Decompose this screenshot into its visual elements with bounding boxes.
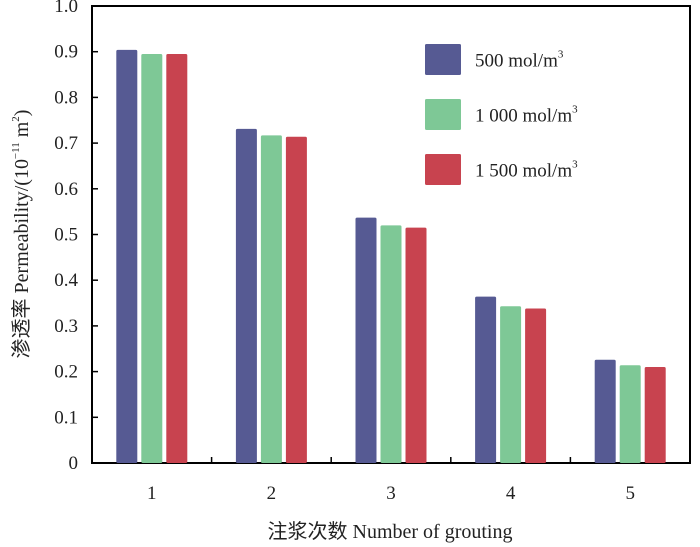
bars [116, 49, 666, 464]
legend-label-text-1: 500 mol/m [475, 51, 558, 72]
legend-label-3: 1 500 mol/m3 [475, 159, 578, 182]
y-axis-title-mid: m [11, 121, 33, 142]
y-tick-label-6: 0.6 [54, 179, 78, 200]
y-axis-title-prefix: 渗透率 Permeability/(10 [10, 159, 33, 358]
y-tick-label-9: 0.9 [54, 42, 78, 63]
bar-series2-cat2 [260, 135, 282, 463]
legend: 500 mol/m31 000 mol/m31 500 mol/m3 [425, 44, 578, 185]
bar-series1-cat3 [355, 217, 377, 463]
x-tick-label-3: 3 [386, 483, 396, 504]
y-tick-label-4: 0.4 [54, 270, 78, 291]
bar-series3-cat2 [285, 136, 307, 463]
y-tick-label-1: 0.1 [54, 407, 78, 428]
bar-series2-cat1 [141, 53, 163, 464]
x-axis-title: 注浆次数 Number of grouting [268, 520, 513, 543]
y-axis-title-suffix: ) [11, 110, 33, 117]
y-axis: 0 0.1 0.2 0.3 0.4 0.5 0.6 0.7 0.8 0.9 1.0 [54, 0, 98, 474]
bar-series3-cat4 [525, 308, 547, 463]
legend-label-text-3: 1 500 mol/m [475, 161, 572, 182]
y-tick-label-2: 0.2 [54, 362, 78, 383]
legend-label-2: 1 000 mol/m3 [475, 104, 578, 127]
y-tick-label-8: 0.8 [54, 87, 78, 108]
legend-label-sup-1: 3 [558, 49, 564, 61]
x-axis: 1 2 3 4 5 [147, 457, 635, 504]
y-axis-title-exp1: −11 [10, 142, 22, 159]
legend-swatch-2 [425, 99, 461, 130]
x-tick-label-5: 5 [625, 483, 635, 504]
x-tick-label-4: 4 [506, 483, 516, 504]
bar-series2-cat4 [500, 306, 522, 463]
bar-series1-cat1 [116, 49, 138, 463]
bar-series1-cat5 [594, 359, 616, 463]
x-tick-label-2: 2 [267, 483, 277, 504]
legend-label-1: 500 mol/m3 [475, 49, 564, 72]
bar-series1-cat2 [235, 128, 257, 464]
y-tick-label-7: 0.7 [54, 133, 78, 154]
legend-label-sup-2: 3 [572, 104, 578, 116]
x-tick-label-1: 1 [147, 483, 157, 504]
legend-label-sup-3: 3 [572, 159, 578, 171]
bar-series3-cat5 [644, 367, 666, 463]
legend-swatch-1 [425, 44, 461, 75]
bar-series3-cat3 [405, 227, 427, 463]
bar-series1-cat4 [475, 296, 497, 463]
y-tick-label-10: 1.0 [54, 0, 78, 17]
y-axis-title-exp2: 2 [10, 116, 22, 122]
y-tick-label-3: 0.3 [54, 316, 78, 337]
legend-label-text-2: 1 000 mol/m [475, 106, 572, 127]
y-tick-label-0: 0 [69, 453, 79, 474]
bar-series3-cat1 [166, 53, 188, 464]
legend-swatch-3 [425, 154, 461, 185]
y-axis-title: 渗透率 Permeability/(10−11 m2) [10, 110, 33, 359]
y-tick-label-5: 0.5 [54, 225, 78, 246]
bar-series2-cat5 [619, 365, 641, 463]
bar-series2-cat3 [380, 225, 402, 463]
